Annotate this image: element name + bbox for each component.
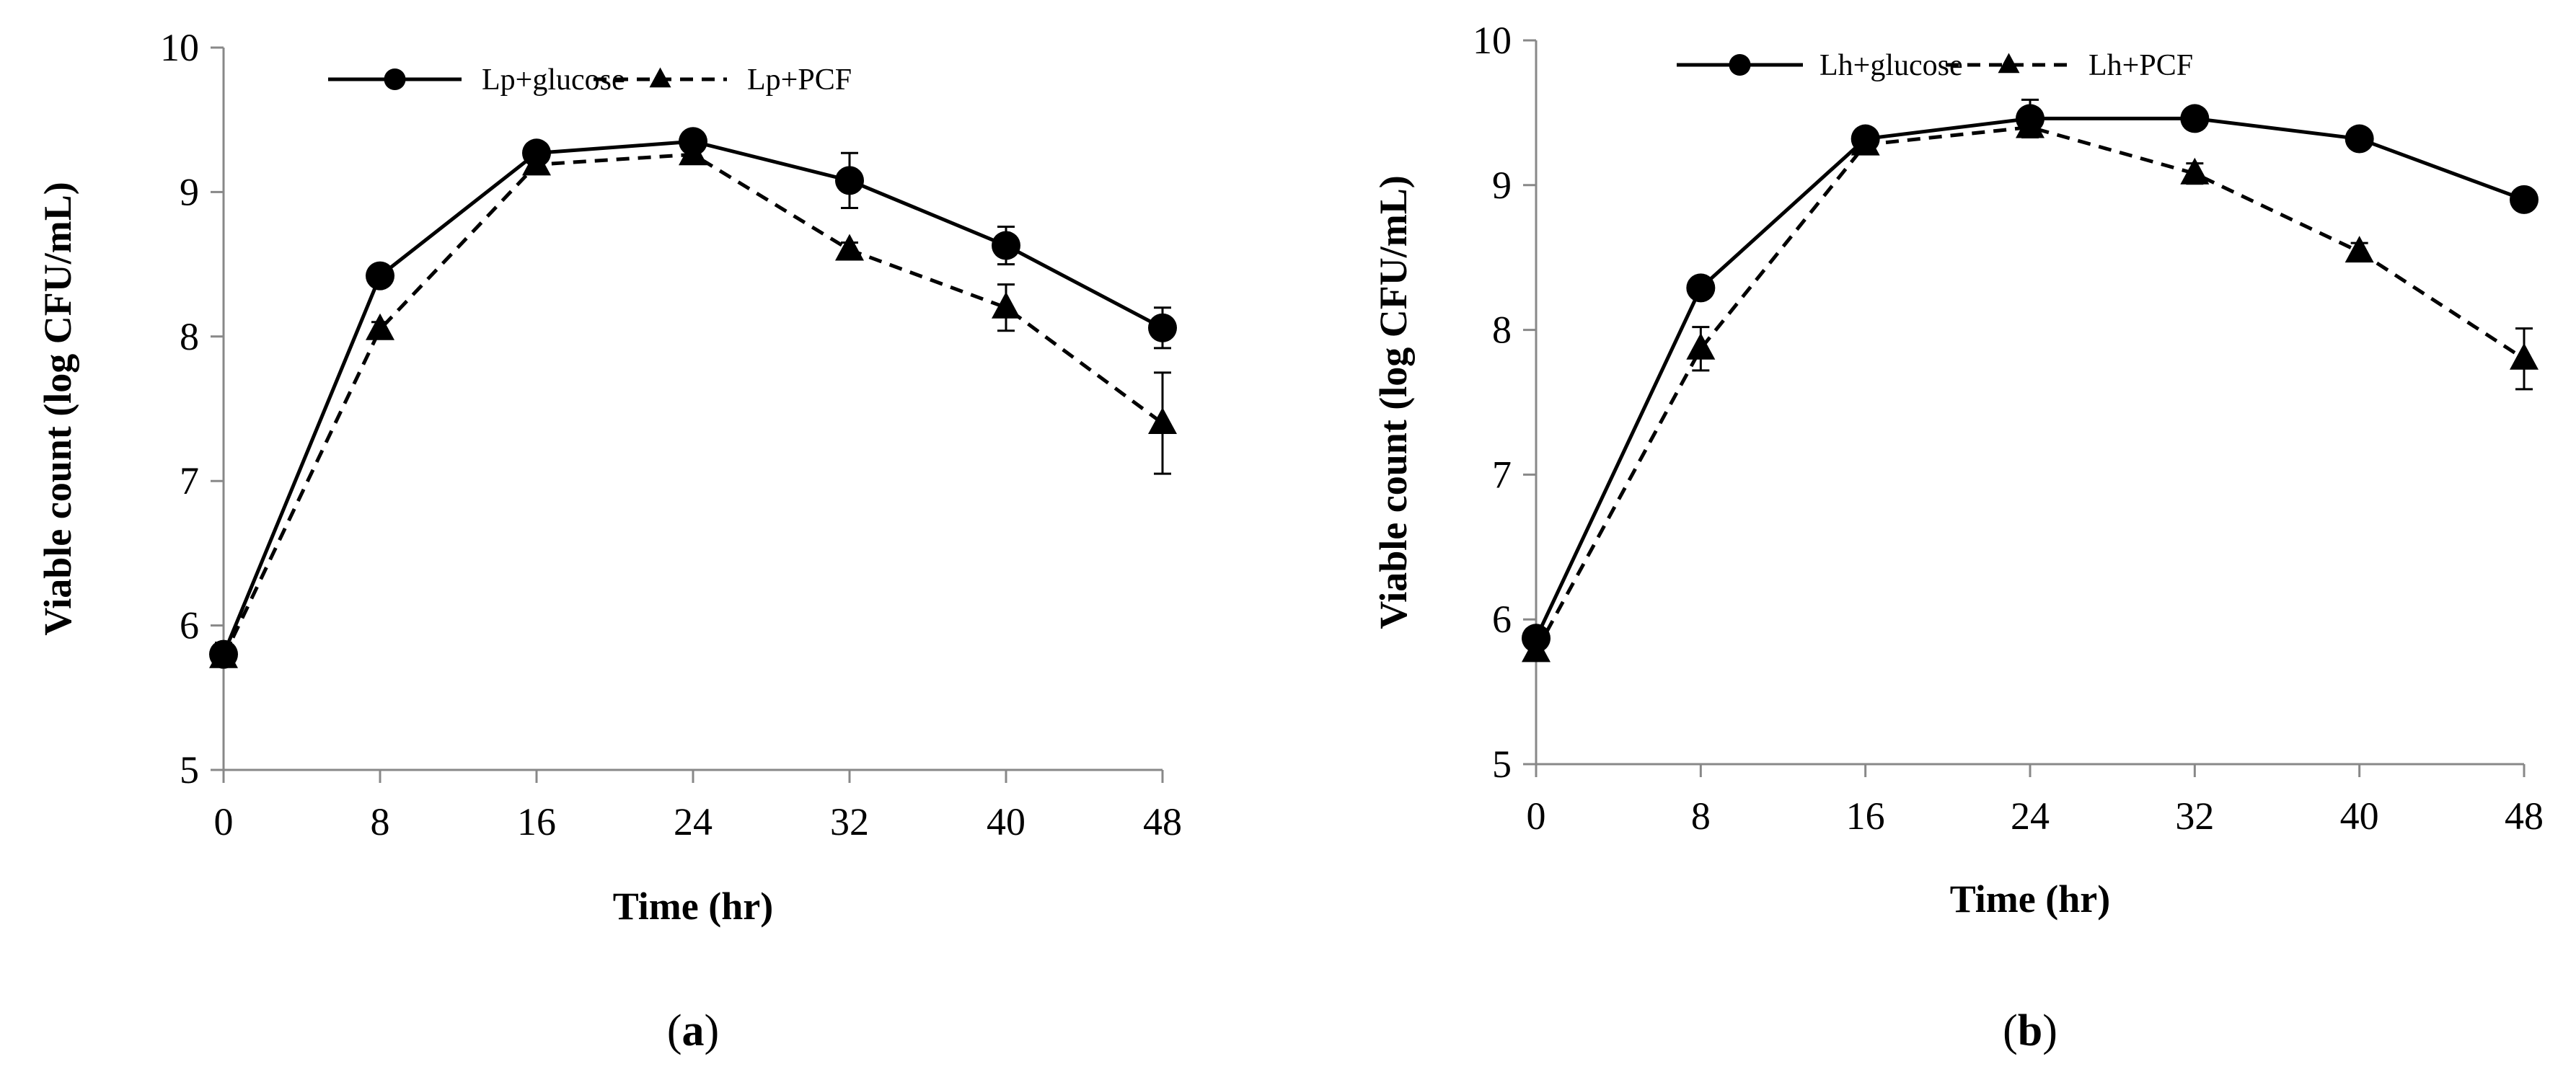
panel-a-series-1-point-6 xyxy=(1148,407,1177,435)
panel-b-x-tick-label-1: 8 xyxy=(1691,794,1711,838)
panel-b-series-1-point-3 xyxy=(2016,111,2045,138)
panel-a-x-tick-label-2: 16 xyxy=(517,800,556,843)
panel-a-x-tick-label-1: 8 xyxy=(371,800,390,843)
panel-a-x-axis-title: Time (hr) xyxy=(613,885,773,928)
panel-b-series-1-point-5 xyxy=(2345,236,2374,263)
panel-a-series-1-point-3 xyxy=(679,138,707,166)
panel-a-y-tick-label-3: 8 xyxy=(180,315,199,358)
panel-b-y-tick-label-4: 9 xyxy=(1492,164,1512,207)
panel-b-series-0-point-5 xyxy=(2345,124,2374,154)
panel-b-x-tick-label-5: 40 xyxy=(2340,794,2379,838)
panel-a-y-tick-label-5: 10 xyxy=(160,26,199,69)
panel-a-x-tick-label-6: 48 xyxy=(1143,800,1182,843)
panel-b-series-0-point-1 xyxy=(1686,273,1716,303)
panel-a-y-tick-label-1: 6 xyxy=(180,604,199,647)
panel-a-series-0-point-4 xyxy=(835,166,864,195)
panel-a-y-axis-title: Viable count (log CFU/mL) xyxy=(36,182,79,635)
panel-b-y-tick-label-2: 7 xyxy=(1492,453,1512,496)
panel-a-x-tick-label-0: 0 xyxy=(214,800,234,843)
panel-a-series-0-point-1 xyxy=(366,261,394,291)
panel-b-series-1-point-6 xyxy=(2510,342,2538,370)
panel-a-label-open-paren: ( xyxy=(667,1006,682,1055)
panel-a-series-1-point-5 xyxy=(992,291,1020,319)
panel-b-y-axis-title: Viable count (log CFU/mL) xyxy=(1372,175,1415,629)
panel-a-y-tick-label-4: 9 xyxy=(180,170,199,213)
panel-b-x-tick-label-4: 32 xyxy=(2175,794,2214,838)
panel-a-x-tick-label-3: 24 xyxy=(674,800,713,843)
panel-a-label-letter: a xyxy=(682,1006,705,1055)
panel-b-label: (b) xyxy=(2003,1006,2057,1055)
panel-b-x-axis-title: Time (hr) xyxy=(1950,877,2110,921)
panel-b-series-0-legend-label: Lh+glucose xyxy=(1819,49,1963,82)
panel-b-label-letter: b xyxy=(2018,1006,2042,1055)
panel-b-y-tick-label-1: 6 xyxy=(1492,598,1512,641)
panel-a-x-tick-label-5: 40 xyxy=(987,800,1025,843)
panel-b-series-1-legend-marker xyxy=(1998,53,2020,74)
panel-a-series-1-point-0 xyxy=(209,641,238,668)
panel-b-series-1-point-2 xyxy=(1851,128,1880,156)
panel-a-series-1-point-1 xyxy=(366,313,394,340)
panel-b-x-tick-label-0: 0 xyxy=(1527,794,1546,838)
panel-a-series-1-point-4 xyxy=(835,234,864,261)
panel-a-y-tick-label-2: 7 xyxy=(180,459,199,502)
chart-panel-a: 5 6 7 8 9 10 0 8 16 24 32 40 48 Time (hr) Viable count… xyxy=(36,26,1182,1055)
panel-b-series-1-point-4 xyxy=(2180,157,2210,185)
panel-a-series-0-legend-marker xyxy=(384,68,406,90)
panel-b-y-tick-label-3: 8 xyxy=(1492,309,1512,352)
panel-a-x-tick-label-4: 32 xyxy=(830,800,869,843)
panel-b-series-0-legend-marker xyxy=(1729,54,1751,76)
panel-b-x-tick-label-2: 16 xyxy=(1846,794,1885,838)
panel-b-series-1-legend-label: Lh+PCF xyxy=(2088,49,2193,82)
panel-b-series-1-point-1 xyxy=(1686,332,1716,360)
panel-b-series-1-point-0 xyxy=(1522,635,1551,663)
panel-a-series-0-point-5 xyxy=(992,231,1020,260)
panel-a-series-1-point-2 xyxy=(522,149,551,176)
panel-a-series-1-legend-marker xyxy=(649,67,671,88)
panel-b-x-tick-label-6: 48 xyxy=(2505,794,2544,838)
panel-b-label-close-paren: ) xyxy=(2042,1006,2057,1055)
panel-b-y-tick-label-5: 10 xyxy=(1473,19,1512,62)
panel-a-series-1-legend-label: Lp+PCF xyxy=(747,63,852,97)
chart-panel-b: 5 6 7 8 9 10 0 8 16 24 32 40 48 Time (hr) Viable count… xyxy=(1372,19,2544,1055)
panel-b-series-0-point-4 xyxy=(2180,104,2210,133)
panel-b-series-0-point-6 xyxy=(2510,185,2538,214)
panel-b-y-tick-label-0: 5 xyxy=(1492,743,1512,786)
panel-b-label-open-paren: ( xyxy=(2003,1006,2018,1055)
panel-a-label: (a) xyxy=(667,1006,719,1055)
panel-a-label-close-paren: ) xyxy=(705,1006,720,1055)
panel-a-y-tick-label-0: 5 xyxy=(180,748,199,792)
panel-a-series-0-point-6 xyxy=(1148,313,1177,342)
panel-b-x-tick-label-3: 24 xyxy=(2011,794,2050,838)
